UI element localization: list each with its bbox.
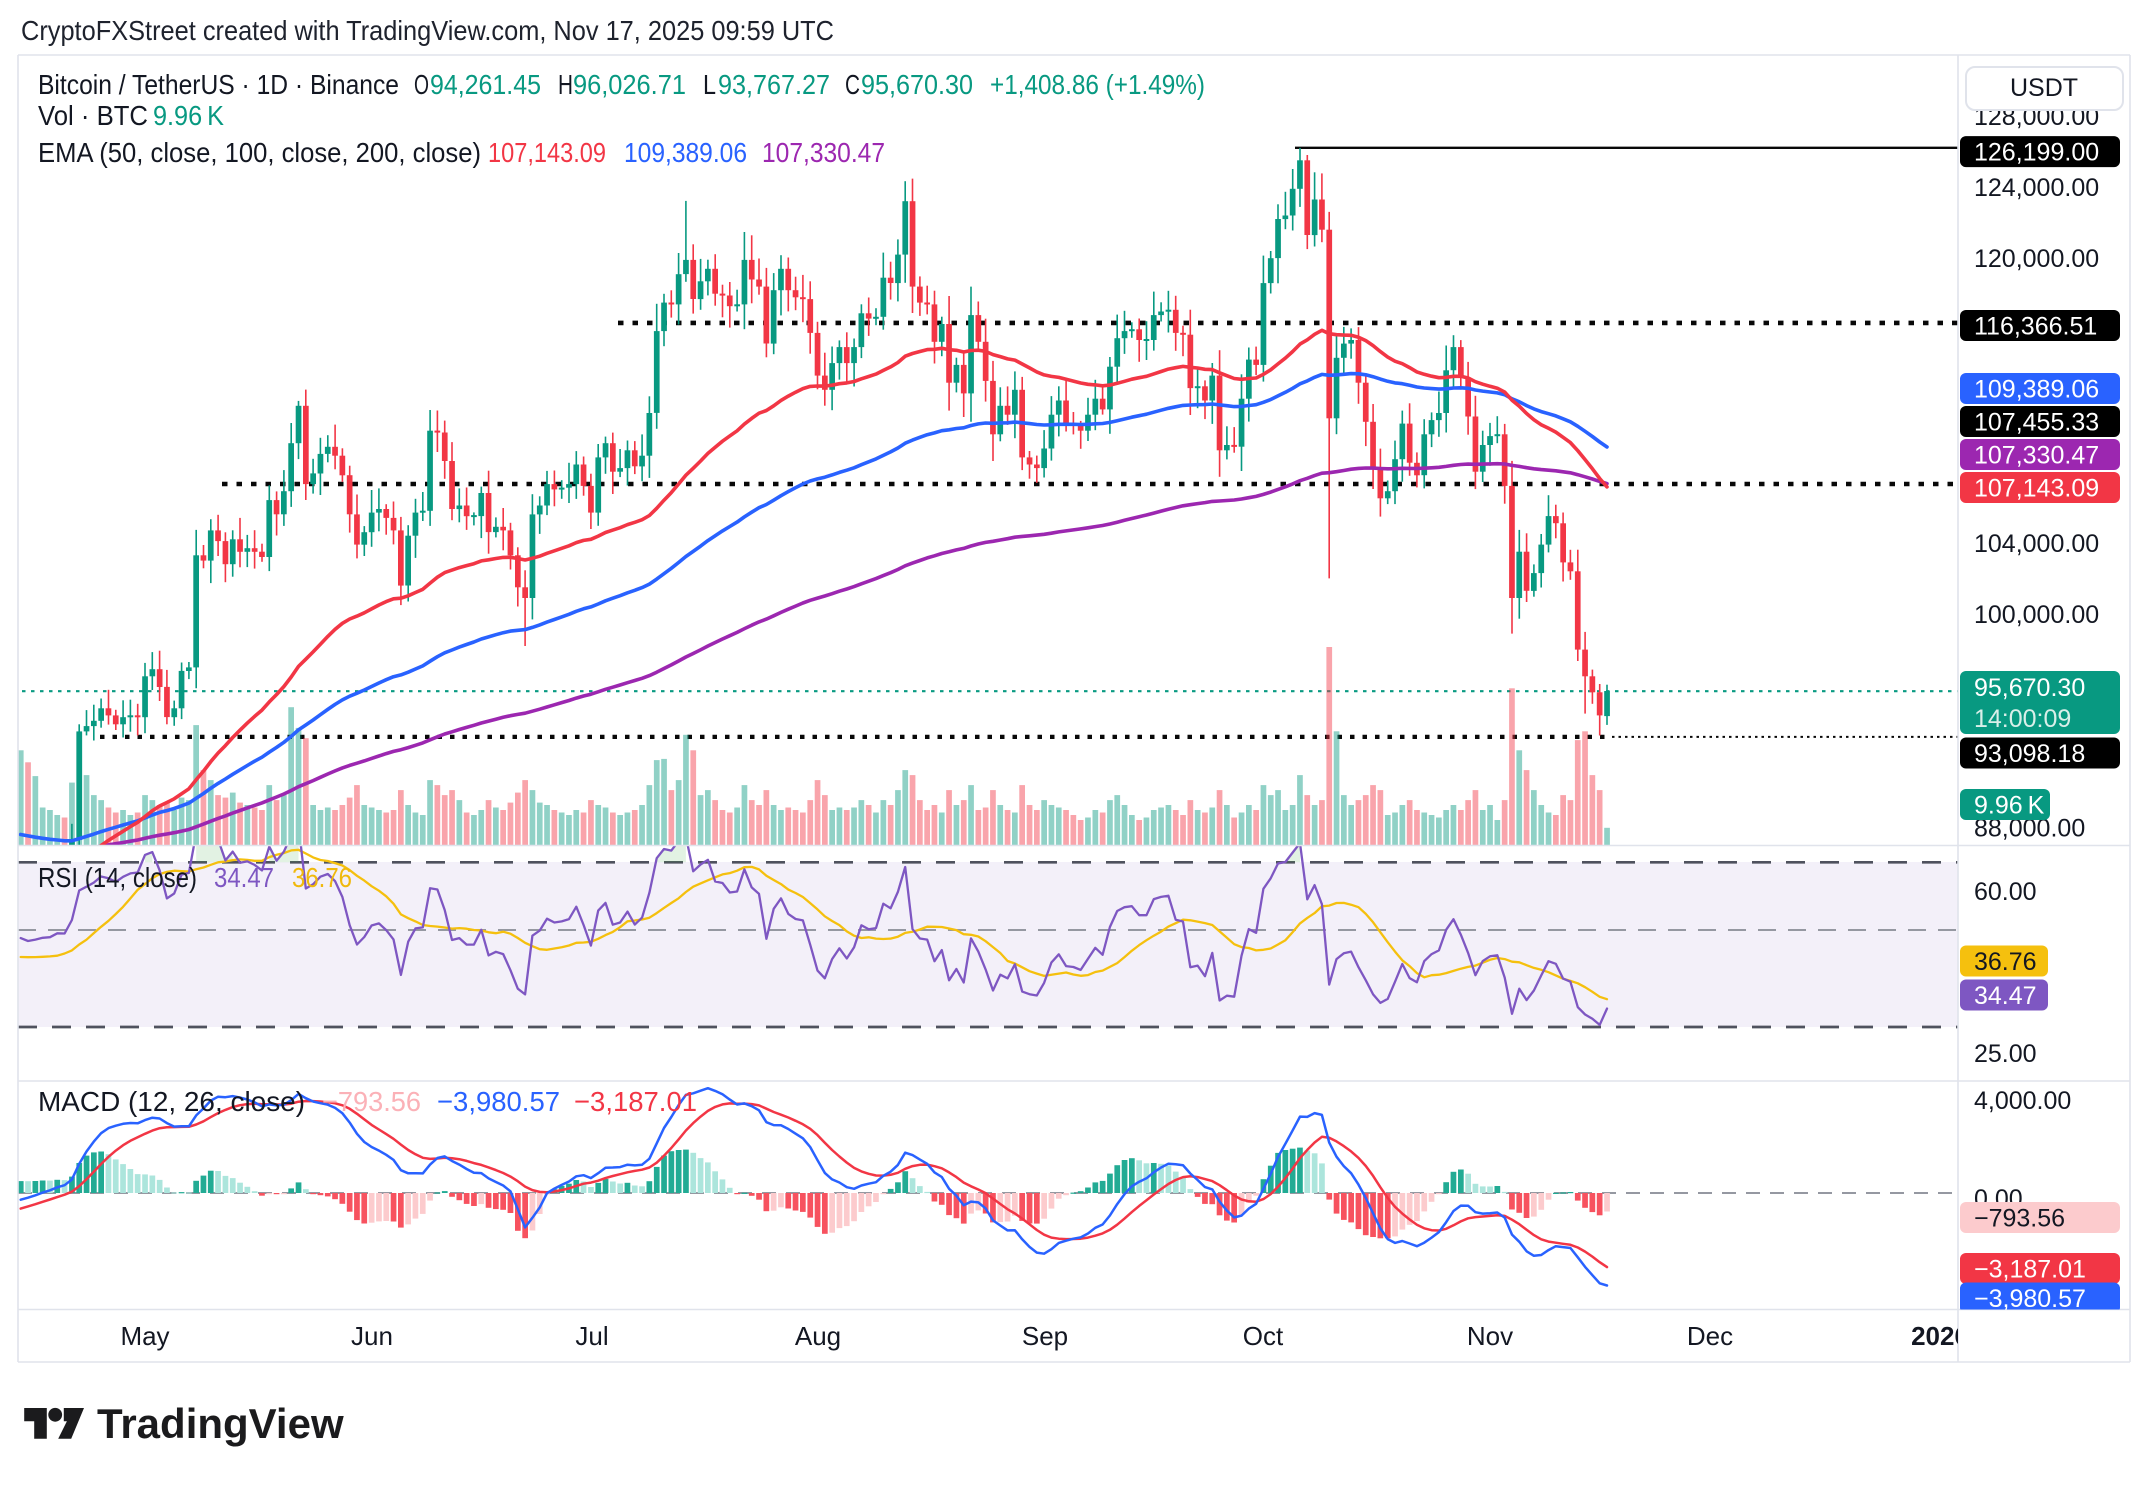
- svg-text:126,199.00: 126,199.00: [1974, 139, 2099, 167]
- svg-text:25.00: 25.00: [1974, 1040, 2037, 1068]
- svg-text:93,767.27: 93,767.27: [718, 69, 830, 100]
- svg-text:Vol · BTC: Vol · BTC: [38, 100, 148, 131]
- svg-text:Bitcoin / TetherUS · 1D · Bina: Bitcoin / TetherUS · 1D · Binance: [38, 69, 399, 100]
- svg-text:+1,408.86 (+1.49%): +1,408.86 (+1.49%): [990, 69, 1205, 100]
- svg-text:−793.56: −793.56: [1974, 1205, 2065, 1233]
- svg-text:−793.56: −793.56: [322, 1086, 421, 1117]
- svg-text:109,389.06: 109,389.06: [1974, 376, 2099, 404]
- svg-text:14:00:09: 14:00:09: [1974, 705, 2071, 733]
- svg-text:36.76: 36.76: [1974, 948, 2037, 976]
- svg-text:60.00: 60.00: [1974, 878, 2037, 906]
- svg-text:2026: 2026: [1911, 1321, 1969, 1351]
- svg-text:Jun: Jun: [351, 1321, 393, 1351]
- svg-text:4,000.00: 4,000.00: [1974, 1087, 2071, 1115]
- svg-text:104,000.00: 104,000.00: [1974, 530, 2099, 558]
- svg-text:L: L: [703, 69, 716, 100]
- svg-text:36.76: 36.76: [292, 862, 352, 893]
- svg-text:34.47: 34.47: [1974, 982, 2037, 1010]
- svg-text:O: O: [414, 69, 429, 100]
- svg-text:116,366.51: 116,366.51: [1974, 313, 2097, 341]
- svg-text:Jul: Jul: [575, 1321, 608, 1351]
- svg-text:Oct: Oct: [1243, 1321, 1284, 1351]
- svg-text:120,000.00: 120,000.00: [1974, 245, 2099, 273]
- svg-text:TradingView: TradingView: [97, 1400, 344, 1447]
- svg-text:−3,980.57: −3,980.57: [1974, 1285, 2086, 1313]
- svg-text:100,000.00: 100,000.00: [1974, 601, 2099, 629]
- svg-text:C: C: [845, 69, 860, 100]
- svg-text:USDT: USDT: [2010, 74, 2078, 102]
- svg-text:96,026.71: 96,026.71: [573, 69, 686, 100]
- svg-text:107,143.09: 107,143.09: [488, 137, 606, 168]
- svg-text:124,000.00: 124,000.00: [1974, 174, 2099, 202]
- svg-text:107,330.47: 107,330.47: [762, 137, 885, 168]
- svg-text:RSI (14, close): RSI (14, close): [38, 862, 197, 893]
- svg-text:CryptoFXStreet created with Tr: CryptoFXStreet created with TradingView.…: [21, 15, 834, 46]
- svg-text:34.47: 34.47: [214, 862, 274, 893]
- svg-text:Dec: Dec: [1687, 1321, 1733, 1351]
- svg-text:94,261.45: 94,261.45: [430, 69, 541, 100]
- svg-text:Aug: Aug: [795, 1321, 841, 1351]
- svg-text:−3,980.57: −3,980.57: [437, 1086, 560, 1117]
- svg-text:Sep: Sep: [1022, 1321, 1068, 1351]
- svg-text:−3,187.01: −3,187.01: [574, 1086, 697, 1117]
- svg-text:109,389.06: 109,389.06: [624, 137, 747, 168]
- svg-text:9.96 K: 9.96 K: [153, 100, 224, 131]
- svg-text:107,330.47: 107,330.47: [1974, 442, 2099, 470]
- svg-text:−3,187.01: −3,187.01: [1974, 1256, 2086, 1284]
- svg-text:May: May: [120, 1321, 169, 1351]
- svg-text:EMA (50, close, 100, close, 20: EMA (50, close, 100, close, 200, close): [38, 137, 481, 168]
- svg-text:93,098.18: 93,098.18: [1974, 740, 2085, 768]
- svg-text:9.96 K: 9.96 K: [1974, 792, 2045, 820]
- svg-text:107,143.09: 107,143.09: [1974, 475, 2099, 503]
- svg-text:95,670.30: 95,670.30: [861, 69, 973, 100]
- svg-text:107,455.33: 107,455.33: [1974, 409, 2099, 437]
- svg-text:H: H: [558, 69, 573, 100]
- svg-text:95,670.30: 95,670.30: [1974, 674, 2085, 702]
- svg-text:MACD (12, 26, close): MACD (12, 26, close): [38, 1086, 305, 1117]
- svg-text:Nov: Nov: [1467, 1321, 1513, 1351]
